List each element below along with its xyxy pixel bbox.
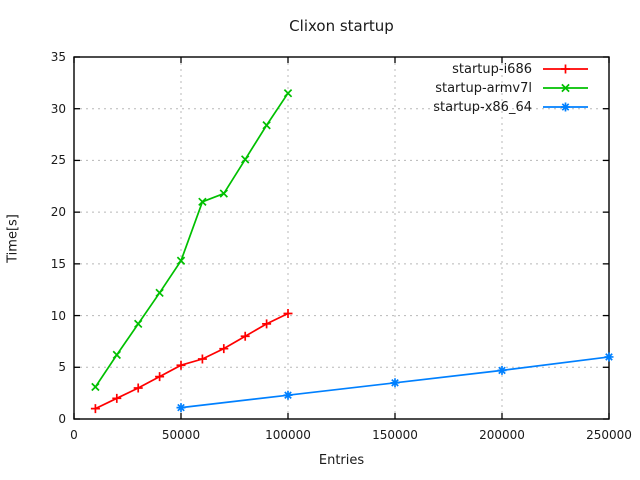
data-point-marker-startup-armv7l: [133, 319, 143, 329]
data-point-marker-startup-armv7l: [91, 382, 100, 392]
y-tick-label: 15: [50, 256, 66, 271]
x-tick-label: 50000: [161, 428, 201, 442]
data-point-marker-startup-i686: [155, 372, 165, 382]
data-point-marker-startup-x86_64: [390, 378, 400, 388]
data-point-marker-startup-x86_64: [176, 403, 186, 413]
chart-title: Clixon startup: [289, 17, 394, 35]
data-point-marker-startup-armv7l: [176, 256, 186, 265]
data-point-marker-startup-armv7l: [240, 155, 250, 164]
data-point-marker-startup-x86_64: [283, 390, 293, 400]
legend-label-startup-armv7l: startup-armv7l: [435, 80, 532, 96]
data-point-marker-startup-i686: [90, 404, 100, 414]
data-point-marker-startup-armv7l: [262, 121, 271, 130]
plot-border: [73, 56, 610, 420]
data-point-marker-startup-i686: [112, 393, 122, 403]
data-point-marker-startup-i686: [133, 383, 143, 393]
series-line-startup-armv7l: [94, 92, 289, 388]
legend-label-startup-i686: startup-i686: [452, 61, 532, 77]
x-tick-label: 200000: [479, 428, 525, 442]
legend-label-startup-x86_64: startup-x86_64: [433, 99, 532, 115]
data-point-marker-startup-i686: [283, 309, 293, 319]
data-point-marker-startup-armv7l: [219, 189, 229, 198]
data-point-marker-startup-armv7l: [112, 350, 122, 360]
data-point-marker-startup-armv7l: [198, 197, 207, 207]
legend-sample-marker-startup-armv7l: [561, 83, 570, 93]
data-point-marker-startup-armv7l: [283, 88, 293, 98]
data-point-marker-startup-i686: [240, 331, 250, 341]
y-tick-label: 5: [58, 360, 66, 375]
legend-sample-marker-startup-i686: [561, 64, 570, 74]
data-point-marker-startup-i686: [262, 319, 272, 329]
data-point-marker-startup-armv7l: [155, 288, 164, 298]
y-tick-label: 20: [50, 205, 66, 220]
y-tick-label: 0: [58, 412, 66, 426]
y-tick-label: 25: [50, 153, 66, 168]
y-tick-label: 35: [50, 50, 66, 64]
x-tick-label: 150000: [372, 428, 418, 442]
y-tick-label: 30: [50, 101, 66, 116]
x-tick-label: 250000: [586, 428, 632, 442]
data-point-marker-startup-i686: [219, 344, 229, 354]
legend-sample-marker-startup-x86_64: [561, 102, 570, 112]
data-point-marker-startup-x86_64: [497, 365, 507, 375]
series-line-startup-i686: [95, 312, 289, 410]
x-tick-label: 0: [70, 428, 78, 442]
x-axis-label: Entries: [318, 453, 365, 468]
x-tick-label: 100000: [265, 428, 311, 442]
data-point-marker-startup-i686: [197, 354, 207, 364]
data-point-marker-startup-i686: [176, 360, 186, 370]
data-point-marker-startup-x86_64: [604, 352, 614, 362]
y-tick-label: 10: [50, 308, 66, 323]
